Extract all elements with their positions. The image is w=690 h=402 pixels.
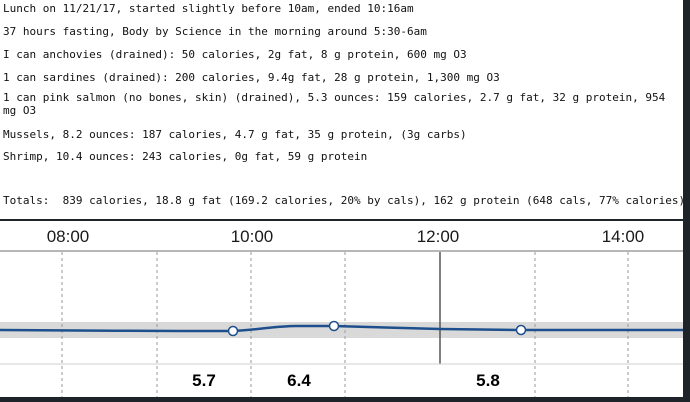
note-line-mussels: Mussels, 8.2 ounces: 187 calories, 4.7 g… [3, 128, 467, 141]
window-frame-right [683, 0, 690, 402]
glucose-value-0: 5.7 [192, 371, 216, 390]
glucose-reading-marker[interactable] [328, 320, 340, 332]
target-range-band [0, 322, 683, 338]
glucose-reading-marker[interactable] [227, 325, 239, 337]
glucose-panel: 08:00 10:00 12:00 14:00 5.7 6.4 5.8 [0, 218, 683, 397]
glucose-reading-marker[interactable] [515, 324, 527, 336]
time-label-1000: 10:00 [231, 227, 274, 246]
note-line-sardines: 1 can sardines (drained): 200 calories, … [3, 71, 500, 84]
time-label-1200: 12:00 [417, 227, 460, 246]
note-line-totals: Totals: 839 calories, 18.8 g fat (169.2 … [3, 194, 686, 207]
note-line-anchovies: I can anchovies (drained): 50 calories, … [3, 48, 467, 61]
note-line-salmon: 1 can pink salmon (no bones, skin) (drai… [3, 91, 672, 117]
note-line-shrimp: Shrimp, 10.4 ounces: 243 calories, 0g fa… [3, 150, 368, 163]
glucose-value-2: 5.8 [476, 371, 500, 390]
note-line-meal: Lunch on 11/21/17, started slightly befo… [3, 2, 414, 15]
gridlines [61, 252, 629, 397]
time-label-0800: 08:00 [47, 227, 90, 246]
glucose-graph: 08:00 10:00 12:00 14:00 5.7 6.4 5.8 [0, 219, 683, 397]
window-frame-bottom [0, 397, 690, 402]
glucose-value-1: 6.4 [287, 371, 311, 390]
time-label-1400: 14:00 [602, 227, 645, 246]
note-line-fasting: 37 hours fasting, Body by Science in the… [3, 25, 427, 38]
